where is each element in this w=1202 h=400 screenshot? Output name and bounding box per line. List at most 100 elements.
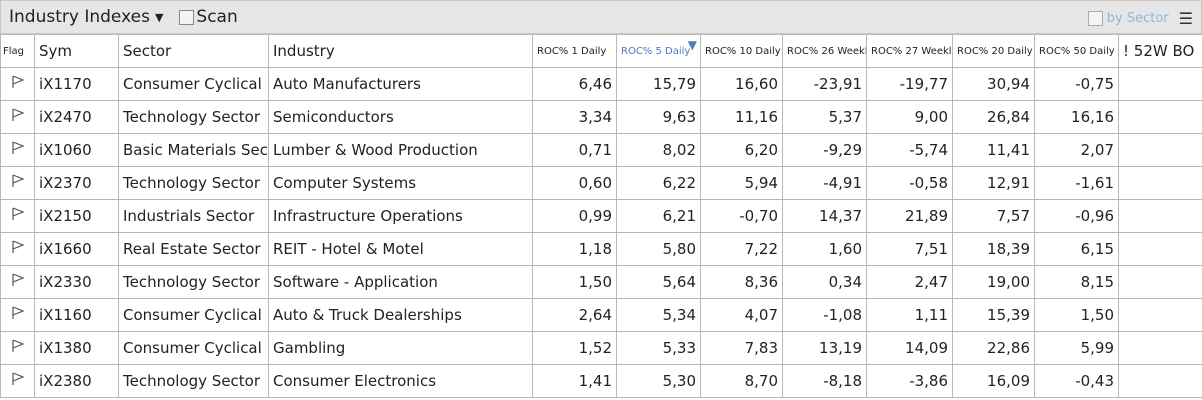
value-cell: 6,46: [532, 67, 617, 101]
value-cell: -4,91: [782, 166, 867, 200]
column-header-industry[interactable]: Industry: [268, 34, 533, 68]
value-cell: 15,39: [952, 298, 1035, 332]
value-cell: -5,74: [866, 133, 953, 167]
column-header-sector[interactable]: Sector: [118, 34, 269, 68]
value-cell: [1118, 232, 1202, 266]
value-cell: -0,58: [866, 166, 953, 200]
value-cell: 14,09: [866, 331, 953, 365]
value-cell: 5,34: [616, 298, 701, 332]
value-cell: -3,86: [866, 364, 953, 398]
flag-icon[interactable]: [0, 265, 35, 299]
symbol-cell: iX2470: [34, 100, 119, 134]
flag-icon[interactable]: [0, 298, 35, 332]
table-row[interactable]: iX2150 Industrials Sector Infrastructure O…: [0, 199, 1202, 233]
value-cell: 6,20: [700, 133, 783, 167]
industry-cell: Gambling: [268, 331, 533, 365]
scan-label: Scan: [196, 7, 238, 27]
symbol-cell: iX1060: [34, 133, 119, 167]
table-row[interactable]: iX2370 Technology Sector Computer Systems 0…: [0, 166, 1202, 200]
industry-table: Flag Sym Sector Industry ROC% 1 Daily ROC% 5 …: [0, 34, 1202, 398]
value-cell: 0,71: [532, 133, 617, 167]
value-cell: 5,64: [616, 265, 701, 299]
sector-cell: Technology Sector: [118, 166, 269, 200]
by-sector-label: by Sector: [1106, 11, 1169, 26]
flag-icon[interactable]: [0, 364, 35, 398]
symbol-cell: iX1170: [34, 67, 119, 101]
table-row[interactable]: iX1380 Consumer Cyclical Gambling 1,52 5,33 7…: [0, 331, 1202, 365]
value-cell: [1118, 199, 1202, 233]
column-header-sym[interactable]: Sym: [34, 34, 119, 68]
column-header-52w-bo[interactable]: ! 52W BO: [1118, 34, 1202, 68]
value-cell: [1118, 133, 1202, 167]
value-cell: 5,37: [782, 100, 867, 134]
flag-icon[interactable]: [0, 67, 35, 101]
column-header-roc-27-weekly[interactable]: ROC% 27 Weekly: [866, 34, 953, 68]
value-cell: [1118, 265, 1202, 299]
table-row[interactable]: iX1160 Consumer Cyclical Auto & Truck Deal…: [0, 298, 1202, 332]
value-cell: 0,34: [782, 265, 867, 299]
industry-cell: Auto Manufacturers: [268, 67, 533, 101]
value-cell: 2,47: [866, 265, 953, 299]
value-cell: 0,60: [532, 166, 617, 200]
value-cell: 22,86: [952, 331, 1035, 365]
value-cell: [1118, 364, 1202, 398]
value-cell: 9,63: [616, 100, 701, 134]
value-cell: 30,94: [952, 67, 1035, 101]
flag-icon[interactable]: [0, 100, 35, 134]
column-header-flag[interactable]: Flag: [0, 34, 35, 68]
toolbar: Industry Indexes ▼ Scan by Sector ☰: [0, 0, 1202, 34]
value-cell: [1118, 166, 1202, 200]
table-row[interactable]: iX2380 Technology Sector Consumer Electron…: [0, 364, 1202, 398]
value-cell: 11,16: [700, 100, 783, 134]
value-cell: -9,29: [782, 133, 867, 167]
flag-icon[interactable]: [0, 199, 35, 233]
table-row[interactable]: iX1060 Basic Materials Sect Lumber & Wood …: [0, 133, 1202, 167]
column-header-roc-5-daily[interactable]: ROC% 5 Daily ▼: [616, 34, 701, 68]
column-header-roc-20-daily[interactable]: ROC% 20 Daily: [952, 34, 1035, 68]
industry-cell: Infrastructure Operations: [268, 199, 533, 233]
symbol-cell: iX1160: [34, 298, 119, 332]
value-cell: -1,61: [1034, 166, 1119, 200]
value-cell: 3,34: [532, 100, 617, 134]
value-cell: 16,09: [952, 364, 1035, 398]
flag-icon[interactable]: [0, 133, 35, 167]
column-header-roc-26-weekly[interactable]: ROC% 26 Weekly: [782, 34, 867, 68]
symbol-cell: iX2380: [34, 364, 119, 398]
value-cell: -23,91: [782, 67, 867, 101]
value-cell: 0,99: [532, 199, 617, 233]
symbol-cell: iX2330: [34, 265, 119, 299]
view-title: Industry Indexes: [9, 7, 150, 27]
by-sector-checkbox[interactable]: [1087, 11, 1103, 26]
flag-icon[interactable]: [0, 331, 35, 365]
sector-cell: Consumer Cyclical: [118, 331, 269, 365]
value-cell: [1118, 298, 1202, 332]
value-cell: 16,16: [1034, 100, 1119, 134]
scan-checkbox[interactable]: Scan: [179, 7, 238, 27]
table-row[interactable]: iX2330 Technology Sector Software - Applic…: [0, 265, 1202, 299]
symbol-cell: iX1380: [34, 331, 119, 365]
industry-cell: REIT - Hotel & Motel: [268, 232, 533, 266]
value-cell: 5,33: [616, 331, 701, 365]
sector-cell: Real Estate Sector: [118, 232, 269, 266]
value-cell: 2,07: [1034, 133, 1119, 167]
table-row[interactable]: iX1170 Consumer Cyclical Auto Manufacturer…: [0, 67, 1202, 101]
value-cell: 1,41: [532, 364, 617, 398]
value-cell: 12,91: [952, 166, 1035, 200]
view-selector[interactable]: Industry Indexes ▼: [9, 7, 163, 27]
value-cell: 1,50: [532, 265, 617, 299]
value-cell: 11,41: [952, 133, 1035, 167]
value-cell: 5,30: [616, 364, 701, 398]
value-cell: 21,89: [866, 199, 953, 233]
hamburger-menu-icon[interactable]: ☰: [1178, 9, 1193, 28]
table-row[interactable]: iX1660 Real Estate Sector REIT - Hotel & M…: [0, 232, 1202, 266]
column-header-roc-10-daily[interactable]: ROC% 10 Daily: [700, 34, 783, 68]
table-row[interactable]: iX2470 Technology Sector Semiconductors 3,3…: [0, 100, 1202, 134]
flag-icon[interactable]: [0, 232, 35, 266]
column-header-roc-50-daily[interactable]: ROC% 50 Daily: [1034, 34, 1119, 68]
value-cell: 4,07: [700, 298, 783, 332]
sector-cell: Industrials Sector: [118, 199, 269, 233]
column-header-roc-1-daily[interactable]: ROC% 1 Daily: [532, 34, 617, 68]
value-cell: 8,70: [700, 364, 783, 398]
value-cell: 7,83: [700, 331, 783, 365]
flag-icon[interactable]: [0, 166, 35, 200]
